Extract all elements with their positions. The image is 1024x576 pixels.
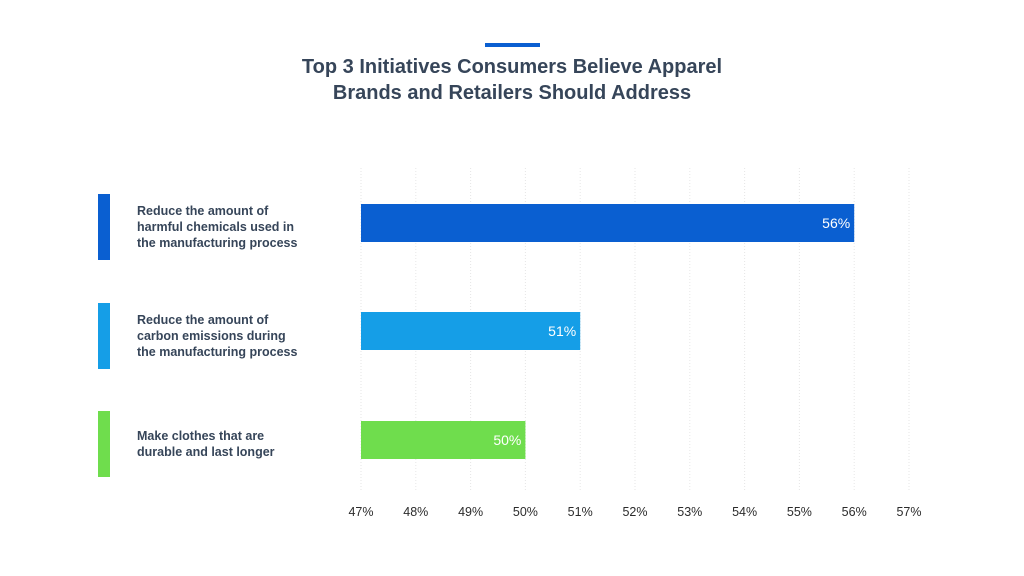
- bar-value-label: 50%: [493, 432, 521, 448]
- chart-title-line-1: Top 3 Initiatives Consumers Believe Appa…: [301, 56, 723, 78]
- category-color-swatch: [98, 411, 110, 477]
- x-tick-label: 54%: [732, 505, 757, 519]
- bar: [361, 421, 526, 459]
- category-label: Make clothes that are durable and last lo…: [137, 428, 337, 460]
- x-tick-label: 47%: [348, 505, 373, 519]
- category-label-line: harmful chemicals used in: [137, 220, 294, 234]
- bar-value-label: 51%: [548, 323, 576, 339]
- x-tick-label: 57%: [896, 505, 921, 519]
- x-tick-label: 53%: [677, 505, 702, 519]
- category-label-line: the manufacturing process: [137, 345, 298, 359]
- category-label-line: Reduce the amount of: [137, 204, 269, 218]
- chart-title: Top 3 Initiatives Consumers Believe Appa…: [0, 54, 1024, 106]
- category-label: Reduce the amount of carbon emissions dur…: [137, 312, 337, 360]
- bar: [361, 204, 855, 242]
- x-tick-label: 50%: [513, 505, 538, 519]
- category-label-line: Make clothes that are: [137, 429, 265, 443]
- bar-value-label: 56%: [822, 215, 850, 231]
- category-label-line: durable and last longer: [137, 445, 275, 459]
- category-color-swatch: [98, 194, 110, 260]
- category-label-line: Reduce the amount of: [137, 313, 269, 327]
- category-label-line: carbon emissions during: [137, 329, 286, 343]
- x-tick-label: 51%: [568, 505, 593, 519]
- x-tick-label: 55%: [787, 505, 812, 519]
- x-tick-label: 52%: [622, 505, 647, 519]
- x-tick-label: 56%: [842, 505, 867, 519]
- category-color-swatch: [98, 303, 110, 369]
- title-accent-bar: [485, 43, 540, 47]
- chart-title-line-2: Brands and Retailers Should Address: [332, 82, 692, 104]
- bar: [361, 312, 581, 350]
- x-tick-label: 48%: [403, 505, 428, 519]
- category-label-line: the manufacturing process: [137, 236, 298, 250]
- x-tick-label: 49%: [458, 505, 483, 519]
- category-label: Reduce the amount of harmful chemicals us…: [137, 203, 337, 251]
